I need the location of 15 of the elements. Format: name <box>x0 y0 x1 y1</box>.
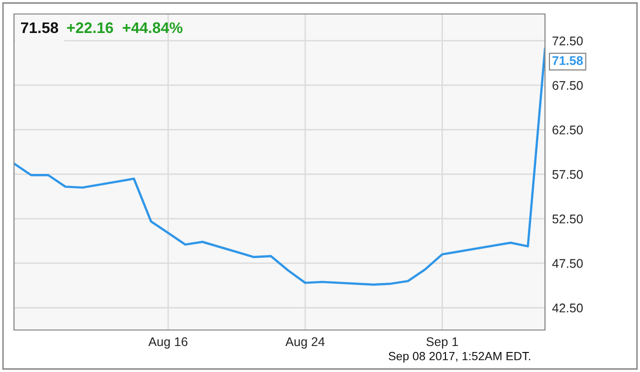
y-tick-label: 72.50 <box>552 36 583 46</box>
x-tick-label: Aug 24 <box>285 337 325 349</box>
text: Sep 08 2017, 1:52AM EDT. <box>388 352 530 363</box>
y-tick-label: 67.50 <box>552 81 583 90</box>
y-tick-label: 47.50 <box>552 259 583 268</box>
annotation: 71.58 <box>552 56 583 66</box>
y-tick-label: 52.50 <box>552 214 583 224</box>
y-tick-label: 62.50 <box>552 126 583 134</box>
x-tick-label: Sep 1 <box>426 337 458 349</box>
chart-subtitle: +22.16 +44.84% <box>67 22 182 34</box>
y-tick-label: 42.50 <box>552 304 583 312</box>
y-tick-label: 57.50 <box>552 170 583 179</box>
x-tick-label: Aug 16 <box>148 337 188 349</box>
line-series <box>14 48 545 286</box>
chart-title: 71.58 <box>21 22 58 34</box>
